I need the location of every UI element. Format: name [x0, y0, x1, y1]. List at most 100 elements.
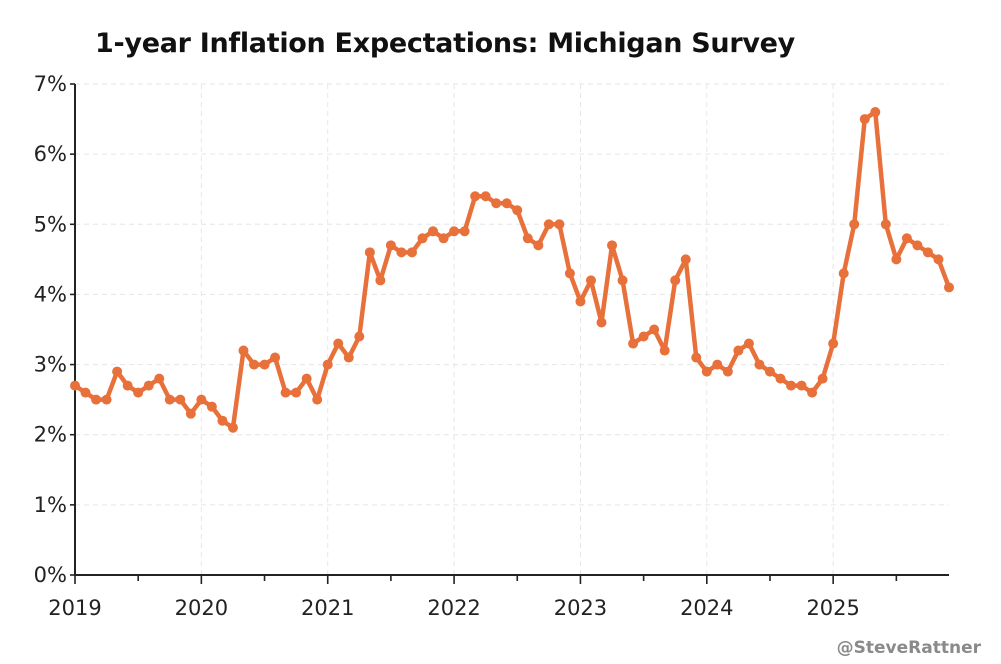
- data-point: [775, 373, 786, 384]
- data-point: [80, 387, 91, 398]
- data-point: [838, 268, 849, 279]
- data-point: [575, 296, 586, 307]
- data-point: [554, 219, 565, 230]
- data-point: [143, 380, 154, 391]
- data-point: [396, 247, 407, 258]
- data-point: [564, 268, 575, 279]
- data-point: [217, 415, 228, 426]
- data-point: [301, 373, 312, 384]
- data-point: [385, 240, 396, 251]
- data-point: [343, 352, 354, 363]
- y-tick-label: 3%: [34, 353, 67, 377]
- data-point: [638, 331, 649, 342]
- data-points: [70, 107, 954, 433]
- data-point: [459, 226, 470, 237]
- data-point: [659, 345, 670, 356]
- data-point: [249, 359, 260, 370]
- data-point: [944, 282, 954, 293]
- data-point: [185, 408, 196, 419]
- data-point: [533, 240, 544, 251]
- data-point: [649, 324, 660, 335]
- data-point: [438, 233, 449, 244]
- x-tick-label: 2021: [301, 596, 354, 620]
- data-point: [91, 394, 102, 405]
- data-point: [880, 219, 891, 230]
- data-point: [333, 338, 344, 349]
- data-point: [512, 205, 523, 216]
- data-point: [70, 380, 80, 391]
- data-point: [828, 338, 839, 349]
- data-point: [322, 359, 333, 370]
- y-tick-label: 1%: [34, 493, 67, 517]
- data-point: [670, 275, 681, 286]
- data-point: [701, 366, 712, 377]
- data-point: [206, 401, 217, 412]
- data-point: [933, 254, 944, 265]
- x-tick-label: 2019: [48, 596, 101, 620]
- data-point: [891, 254, 902, 265]
- y-tick-label: 0%: [34, 563, 67, 587]
- data-point: [428, 226, 439, 237]
- data-point: [796, 380, 807, 391]
- data-point: [712, 359, 723, 370]
- data-point: [522, 233, 533, 244]
- y-tick-label: 4%: [34, 282, 67, 306]
- x-tick-label: 2022: [427, 596, 480, 620]
- data-point: [922, 247, 933, 258]
- data-point: [817, 373, 828, 384]
- data-point: [743, 338, 754, 349]
- data-point: [312, 394, 323, 405]
- data-point: [733, 345, 744, 356]
- data-point: [238, 345, 249, 356]
- data-point: [175, 394, 186, 405]
- chart-title: 1-year Inflation Expectations: Michigan …: [95, 28, 795, 59]
- data-point: [491, 198, 502, 209]
- data-point: [196, 394, 207, 405]
- series-layer: [72, 109, 952, 430]
- data-point: [501, 198, 512, 209]
- data-point: [786, 380, 797, 391]
- data-point: [480, 191, 491, 202]
- data-point: [912, 240, 923, 251]
- data-point: [101, 394, 112, 405]
- data-point: [406, 247, 417, 258]
- data-point: [280, 387, 291, 398]
- data-point: [870, 107, 881, 118]
- y-tick-label: 7%: [34, 72, 67, 96]
- x-tick-label: 2024: [680, 596, 733, 620]
- data-point: [154, 373, 165, 384]
- data-point: [764, 366, 775, 377]
- data-point: [596, 317, 607, 328]
- data-point: [680, 254, 691, 265]
- data-point: [470, 191, 481, 202]
- x-tick-label: 2025: [806, 596, 859, 620]
- data-point: [417, 233, 428, 244]
- data-point: [722, 366, 733, 377]
- data-point: [291, 387, 302, 398]
- data-point: [617, 275, 628, 286]
- x-tick-label: 2023: [554, 596, 607, 620]
- gridlines: [75, 83, 949, 575]
- credit-label: @SteveRattner: [836, 638, 981, 658]
- data-point: [628, 338, 639, 349]
- series-line: [72, 109, 952, 430]
- data-point: [227, 422, 238, 433]
- data-point: [449, 226, 460, 237]
- data-point: [354, 331, 365, 342]
- data-point: [807, 387, 818, 398]
- data-point: [901, 233, 912, 244]
- data-point: [859, 114, 870, 125]
- data-point: [364, 247, 375, 258]
- data-point: [270, 352, 281, 363]
- y-tick-label: 6%: [34, 142, 67, 166]
- data-point: [375, 275, 386, 286]
- data-point: [259, 359, 270, 370]
- data-point: [691, 352, 702, 363]
- data-point: [849, 219, 860, 230]
- data-point: [754, 359, 765, 370]
- y-tick-label: 2%: [34, 423, 67, 447]
- data-point: [585, 275, 596, 286]
- data-point: [133, 387, 144, 398]
- x-tick-label: 2020: [175, 596, 228, 620]
